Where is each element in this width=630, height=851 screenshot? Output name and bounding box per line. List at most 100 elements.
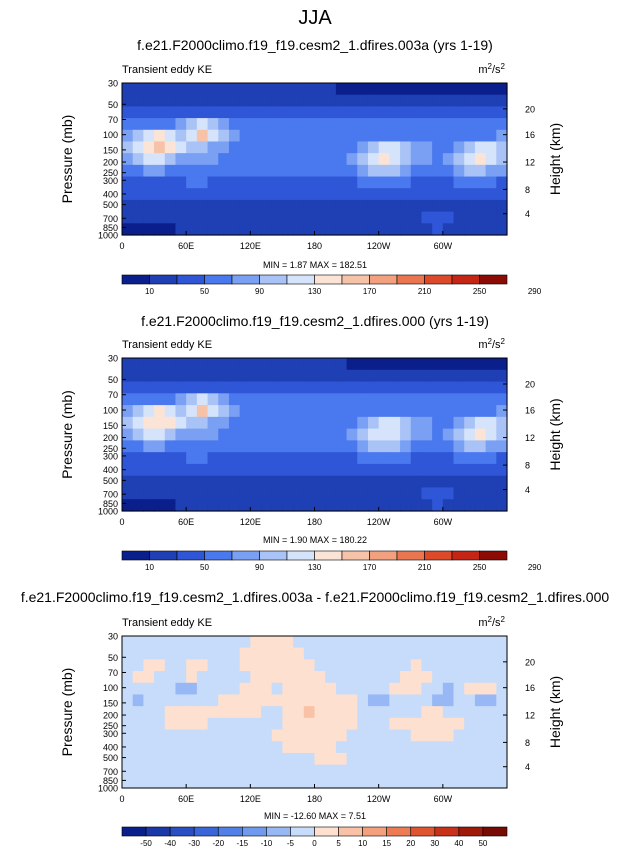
heatmap-cell [325, 94, 337, 107]
heatmap-cell [228, 741, 241, 754]
heatmap-cell [314, 428, 326, 441]
heatmap-cell [410, 141, 423, 154]
heatmap-cell [357, 717, 369, 731]
heatmap-cell [218, 717, 230, 731]
heatmap-cell [346, 741, 358, 754]
heatmap-cell [485, 752, 497, 766]
heatmap-cell [367, 118, 380, 131]
heatmap-cell [132, 764, 144, 777]
colorbar-swatch [145, 826, 171, 837]
heatmap-cell [303, 776, 316, 789]
heatmap-cell [132, 499, 144, 512]
heatmap-cell [421, 129, 433, 143]
x-tick-label: 60W [434, 794, 453, 804]
y-right-tick-label: 8 [525, 461, 530, 471]
heatmap-cell [474, 717, 487, 731]
y-tick-label: 200 [103, 711, 118, 721]
heatmap-cell [378, 499, 390, 512]
heatmap-cell [474, 405, 487, 418]
heatmap-cell [250, 636, 262, 649]
heatmap-cell [485, 176, 497, 189]
heatmap-cell [442, 776, 455, 789]
heatmap-cell [132, 659, 144, 672]
heatmap-cell [250, 393, 262, 406]
heatmap-cell [474, 393, 487, 406]
y-axis-title: Pressure (mb) [59, 115, 75, 204]
heatmap-cell [314, 176, 326, 189]
y-tick-label: 250 [103, 168, 118, 178]
colorbar-label: 50 [200, 287, 209, 296]
heatmap-cell [464, 223, 476, 236]
heatmap-cell [485, 717, 497, 731]
units-label: m2/s2 [478, 62, 505, 76]
heatmap-cell [432, 452, 444, 465]
heatmap-cell [261, 452, 273, 465]
heatmap-cell [164, 416, 177, 430]
heatmap-cell [367, 636, 380, 649]
x-tick-label: 120E [240, 794, 261, 804]
heatmap-cell [389, 440, 401, 453]
heatmap-cell [132, 682, 144, 696]
heatmap-cell [378, 223, 390, 236]
heatmap-cell [335, 671, 348, 684]
heatmap-cell [228, 153, 241, 166]
heatmap-cell [228, 764, 241, 777]
heatmap-cell [496, 659, 508, 672]
heatmap-cell [186, 83, 198, 96]
heatmap-cell [378, 153, 390, 166]
heatmap-cell [410, 118, 423, 131]
heatmap-cell [293, 141, 305, 154]
heatmap-cell [282, 106, 294, 119]
heatmap-cell [314, 381, 326, 394]
heatmap-cell [421, 499, 433, 512]
y-tick-label: 1000 [98, 231, 118, 241]
panel-title: f.e21.F2000climo.f19_f19.cesm2_1.dfires.… [21, 589, 610, 605]
heatmap-cell [378, 199, 390, 213]
heatmap-cell [175, 176, 187, 189]
heatmap-cell [378, 393, 390, 406]
heatmap-cell [282, 416, 294, 430]
heatmap-cell [175, 106, 187, 119]
heatmap-cell [400, 475, 412, 489]
heatmap-cell [293, 94, 305, 107]
heatmap-cell [250, 405, 262, 418]
y-tick-label: 700 [103, 490, 118, 500]
heatmap-cell [196, 428, 209, 441]
heatmap-cell [400, 752, 412, 766]
heatmap-cell [122, 487, 134, 500]
heatmap-cell [389, 776, 401, 789]
heatmap-cell [207, 440, 219, 453]
heatmap-cell [335, 428, 348, 441]
colorbar-label: -50 [140, 839, 152, 848]
colorbar-swatch [424, 274, 453, 285]
heatmap-cell [143, 369, 155, 383]
heatmap-cell [282, 199, 294, 213]
heatmap-cell [485, 776, 497, 789]
heatmap-cell [496, 223, 508, 236]
heatmap-cell [303, 475, 316, 489]
heatmap-cell [239, 211, 251, 224]
heatmap-cell [378, 405, 390, 418]
heatmap-cell [207, 381, 219, 394]
heatmap-cell [389, 682, 401, 696]
heatmap-cell [282, 694, 294, 707]
heatmap-cell [464, 94, 476, 107]
heatmap-cell [357, 752, 369, 766]
heatmap-cell [282, 729, 294, 742]
heatmap-cell [271, 83, 284, 96]
heatmap-cell [432, 647, 444, 660]
heatmap-cell [218, 176, 230, 189]
heatmap-cell [410, 671, 423, 684]
heatmap-cell [175, 94, 187, 107]
heatmap-cell [346, 106, 358, 119]
heatmap-cell [442, 452, 455, 465]
heatmap-cell [122, 83, 134, 96]
x-tick-label: 60E [178, 794, 194, 804]
heatmap-cell [303, 118, 316, 131]
heatmap-cell [207, 141, 219, 154]
heatmap-cell [400, 153, 412, 166]
heatmap-cell [453, 188, 465, 201]
heatmap-cell [282, 83, 294, 96]
heatmap-cell [464, 463, 476, 477]
heatmap-cell [453, 416, 465, 430]
